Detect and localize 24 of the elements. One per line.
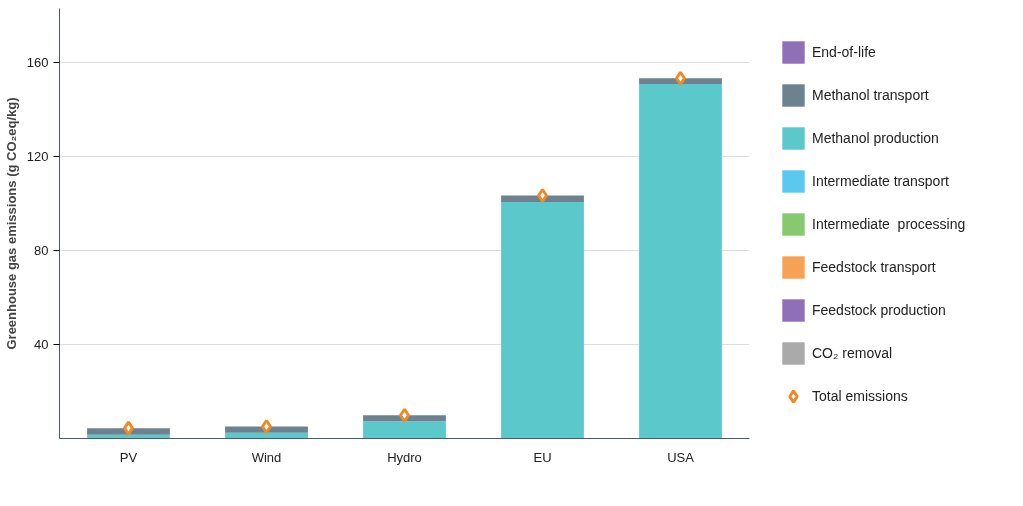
legend-label: Total emissions bbox=[812, 388, 908, 404]
legend-label: CO₂ removal bbox=[812, 345, 893, 361]
y-axis-title: Greenhouse gas emissions (g CO₂eq/kg) bbox=[3, 97, 19, 350]
x-tick-label: USA bbox=[667, 449, 695, 465]
legend-label: Methanol production bbox=[812, 130, 939, 146]
bar bbox=[639, 78, 722, 84]
x-tick-label: Wind bbox=[251, 449, 282, 465]
bar bbox=[363, 421, 446, 439]
y-tick-label: 80 bbox=[34, 243, 49, 259]
y-tick-label: 40 bbox=[34, 337, 49, 353]
legend-label: Intermediate processing bbox=[812, 216, 966, 232]
y-tick-label: 120 bbox=[26, 149, 49, 165]
bar bbox=[639, 83, 722, 439]
legend-label: Intermediate transport bbox=[812, 173, 949, 189]
x-tick-label: EU bbox=[533, 449, 552, 465]
x-tick-label: PV bbox=[119, 449, 138, 465]
legend-label: Methanol transport bbox=[812, 87, 929, 103]
y-tick-label: 160 bbox=[26, 55, 49, 71]
bar bbox=[501, 202, 584, 439]
legend-label: Feedstock transport bbox=[812, 259, 936, 275]
legend-label: End-of-life bbox=[812, 44, 876, 60]
x-tick-label: Hydro bbox=[387, 449, 422, 465]
bar bbox=[87, 428, 170, 435]
legend-label: Feedstock production bbox=[812, 302, 946, 318]
